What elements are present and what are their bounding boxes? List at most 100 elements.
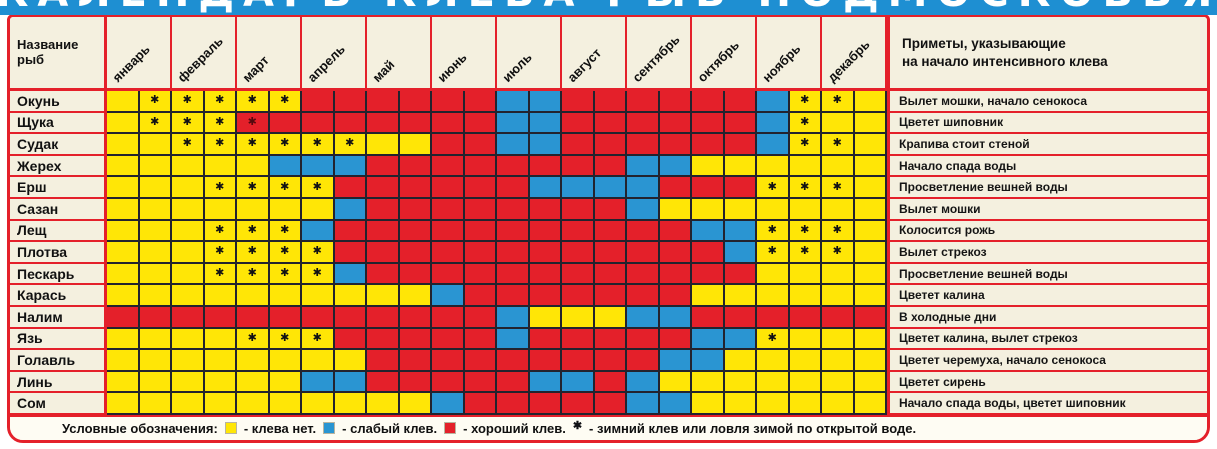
bite-cell-none: ✱: [172, 112, 205, 135]
bite-cell-none: [302, 350, 335, 372]
bite-cell-weak: [692, 220, 725, 243]
bite-cell-good: [432, 242, 465, 264]
winter-bite-star-icon: ✱: [767, 331, 777, 344]
bite-cell-good: [464, 112, 497, 135]
bite-cell-good: [432, 220, 465, 243]
legend-item-text: - хороший клев.: [463, 420, 566, 436]
bite-cell-none: ✱: [302, 242, 335, 264]
bite-cell-good: [399, 91, 432, 113]
bite-cell-good: [627, 91, 660, 113]
bite-cell-good: [562, 91, 595, 113]
bite-cell-good: [692, 242, 725, 264]
winter-bite-star-icon: ✱: [215, 115, 225, 128]
bite-cell-good: [659, 134, 692, 156]
bite-cell-good: [627, 328, 660, 351]
month-label: май: [369, 56, 398, 85]
bite-cell-none: [107, 220, 140, 243]
bite-cell-none: [789, 155, 822, 178]
bite-cell-none: [757, 393, 790, 415]
bite-cell-none: [139, 177, 172, 199]
bite-cell-good: [529, 263, 562, 286]
bite-cell-none: ✱: [822, 220, 855, 243]
bite-cell-weak: [497, 134, 530, 156]
bite-cell-none: ✱: [204, 263, 237, 286]
winter-bite-star-icon: ✱: [182, 137, 192, 150]
bite-cell-good: [562, 328, 595, 351]
bite-cell-none: ✱: [822, 242, 855, 264]
winter-bite-star-icon: ✱: [800, 180, 810, 193]
winter-bite-star-icon: ✱: [800, 245, 810, 258]
month-header-июль: июль: [497, 17, 562, 91]
winter-bite-star-icon: ✱: [767, 223, 777, 236]
bite-cell-good: [367, 242, 400, 264]
bite-cell-none: ✱: [204, 220, 237, 243]
bite-cell-none: [334, 285, 367, 307]
bite-cell-good: [302, 91, 335, 113]
bite-cell-none: [172, 198, 205, 221]
fish-name: Щука: [10, 112, 107, 135]
bite-cell-none: [107, 112, 140, 135]
bite-cell-good: [464, 242, 497, 264]
bite-cell-good: [399, 371, 432, 394]
bite-cell-none: ✱: [204, 91, 237, 113]
legend-winter-star-icon: ✱: [572, 419, 583, 432]
bite-cell-good: [692, 91, 725, 113]
bite-cell-good: [432, 350, 465, 372]
bite-cell-good: [562, 263, 595, 286]
bite-cell-none: [854, 198, 887, 221]
bite-cell-none: [139, 371, 172, 394]
fish-name: Голавль: [10, 350, 107, 372]
signs-column-header: Приметы, указывающие на начало интенсивно…: [887, 17, 1207, 91]
bite-cell-none: ✱: [302, 177, 335, 199]
bite-cell-good: [627, 350, 660, 372]
sign-text: Цветет черемуха, начало сенокоса: [887, 350, 1207, 372]
winter-bite-star-icon: ✱: [280, 94, 290, 107]
bite-cell-none: [172, 328, 205, 351]
fish-name: Ерш: [10, 177, 107, 199]
bite-cell-none: ✱: [302, 263, 335, 286]
bite-cell-none: [822, 112, 855, 135]
bite-cell-good: [497, 393, 530, 415]
legend-swatch-yellow: [224, 422, 237, 435]
bite-cell-weak: [302, 220, 335, 243]
month-header-январь: январь: [107, 17, 172, 91]
bite-cell-good: [789, 306, 822, 329]
bite-cell-none: [757, 285, 790, 307]
bite-cell-none: [107, 155, 140, 178]
month-header-декабрь: декабрь: [822, 17, 887, 91]
sign-text: Начало спада воды: [887, 155, 1207, 178]
legend-swatch-blue: [323, 422, 336, 435]
bite-cell-none: ✱: [172, 134, 205, 156]
bite-cell-none: [107, 285, 140, 307]
bite-cell-none: [172, 220, 205, 243]
bite-cell-good: [432, 263, 465, 286]
bite-cell-weak: [334, 263, 367, 286]
winter-bite-star-icon: ✱: [182, 115, 192, 128]
bite-cell-none: [302, 198, 335, 221]
bite-cell-good: [464, 198, 497, 221]
bite-cell-good: [432, 134, 465, 156]
bite-cell-weak: [627, 393, 660, 415]
bite-cell-good: [757, 306, 790, 329]
bite-cell-good: [464, 285, 497, 307]
fish-name: Линь: [10, 371, 107, 394]
month-header-март: март: [237, 17, 302, 91]
bite-cell-none: [107, 177, 140, 199]
bite-cell-none: ✱: [237, 242, 270, 264]
bite-cell-good: [594, 328, 627, 351]
bite-cell-weak: [724, 242, 757, 264]
bite-cell-weak: [334, 371, 367, 394]
winter-bite-star-icon: ✱: [800, 115, 810, 128]
bite-cell-none: ✱: [237, 263, 270, 286]
bite-cell-none: ✱: [302, 134, 335, 156]
winter-bite-star-icon: ✱: [832, 180, 842, 193]
bite-cell-good: [692, 263, 725, 286]
bite-cell-good: [529, 198, 562, 221]
bite-cell-none: ✱: [822, 134, 855, 156]
bite-cell-none: [269, 393, 302, 415]
bite-cell-good: [562, 242, 595, 264]
sign-text: В холодные дни: [887, 306, 1207, 329]
fish-name: Лещ: [10, 220, 107, 243]
bite-cell-none: [822, 350, 855, 372]
bite-cell-good: [724, 263, 757, 286]
